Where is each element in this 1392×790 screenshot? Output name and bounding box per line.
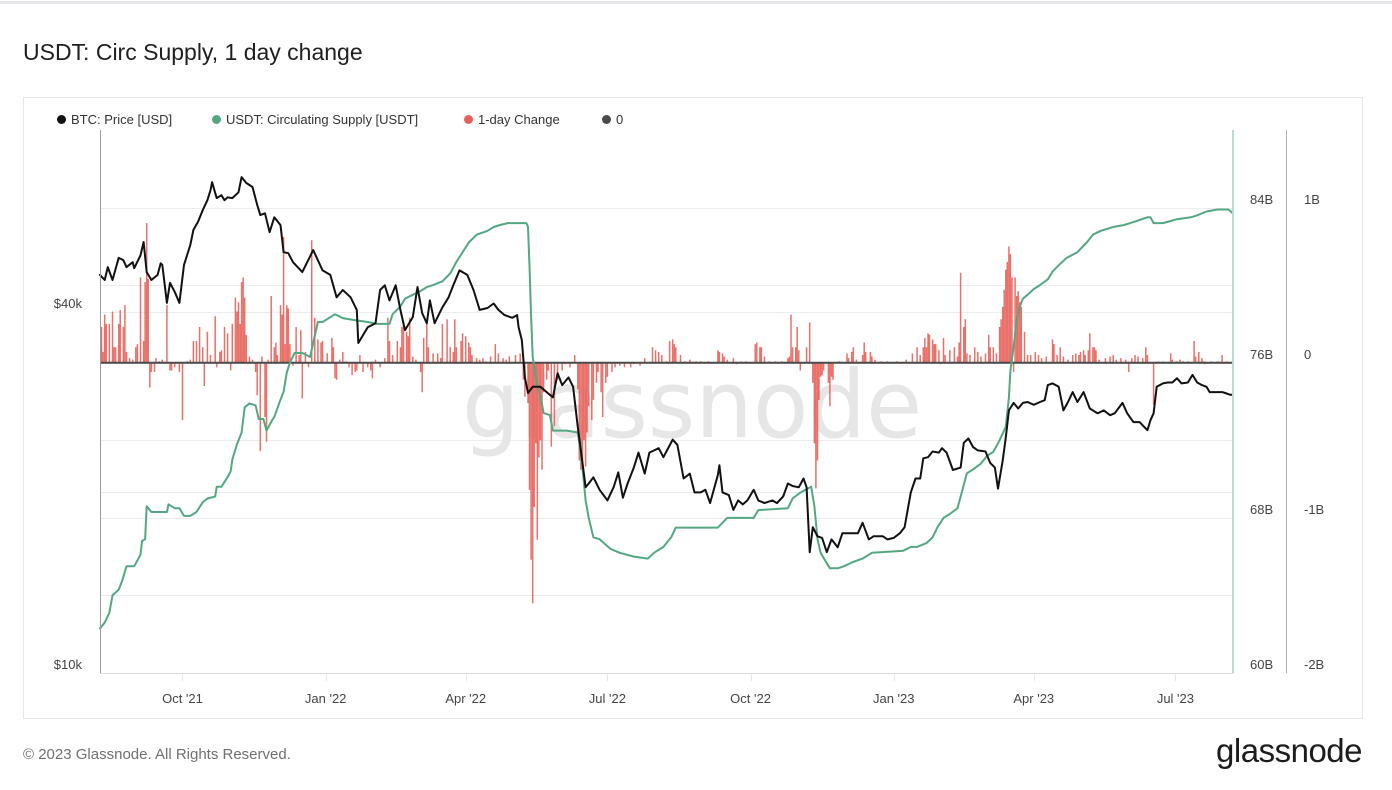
one-day-change-bars xyxy=(100,223,1234,604)
y-axis-supply-label: 68B xyxy=(1250,501,1274,517)
y-axis-change-label: -1B xyxy=(1304,501,1325,517)
y-axis-change-label: -2B xyxy=(1304,657,1325,672)
y-axis-supply-label: 76B xyxy=(1250,346,1274,362)
page-title: USDT: Circ Supply, 1 day change xyxy=(23,39,363,65)
x-axis-label: Apr '23 xyxy=(1013,691,1055,706)
x-axis-label: Jan '23 xyxy=(872,691,915,706)
legend-dot-icon xyxy=(602,114,611,124)
glassnode-logo: glassnode xyxy=(1216,732,1362,769)
x-axis-label: Jan '22 xyxy=(304,691,347,706)
y-axis-change-label: 0 xyxy=(1304,346,1312,362)
legend-label: 0 xyxy=(616,111,624,127)
legend-item-usdt-supply[interactable]: USDT: Circulating Supply [USDT] xyxy=(212,111,418,127)
x-axis-label: Oct '21 xyxy=(162,691,203,706)
x-axis-label: Jul '23 xyxy=(1156,691,1194,706)
y-axis-change-label: 1B xyxy=(1304,191,1320,207)
top-divider xyxy=(0,1,1392,4)
y-axis-supply-label: 84B xyxy=(1250,191,1274,207)
x-axis-label: Jul '22 xyxy=(588,691,626,706)
legend-label: 1-day Change xyxy=(478,111,560,127)
legend-item-zero-line[interactable]: 0 xyxy=(602,111,623,127)
legend-label: BTC: Price [USD] xyxy=(71,111,173,127)
usdt-supply-line xyxy=(99,208,1234,630)
y-axis-supply-label: 60B xyxy=(1250,657,1274,672)
y-axis-left-label: $40k xyxy=(53,295,82,311)
legend-dot-icon xyxy=(212,114,221,124)
copyright-notice: © 2023 Glassnode. All Rights Reserved. xyxy=(23,746,291,763)
legend-item-btc-price[interactable]: BTC: Price [USD] xyxy=(57,111,172,127)
legend-dot-icon xyxy=(57,114,66,124)
one-day-change-bar-path xyxy=(100,223,1234,604)
chart-card xyxy=(23,97,1363,719)
x-axis-ticks xyxy=(182,673,1176,681)
series-lines xyxy=(99,176,1234,630)
legend-dot-icon xyxy=(464,114,473,124)
axis-lines xyxy=(100,130,1287,674)
legend-label: USDT: Circulating Supply [USDT] xyxy=(226,111,419,127)
y-axis-left-label: $10k xyxy=(53,657,82,672)
x-axis-label: Oct '22 xyxy=(730,691,771,706)
btc-price-line xyxy=(99,176,1234,554)
legend-item-one-day-change[interactable]: 1-day Change xyxy=(464,111,560,127)
x-axis-label: Apr '22 xyxy=(445,691,487,706)
